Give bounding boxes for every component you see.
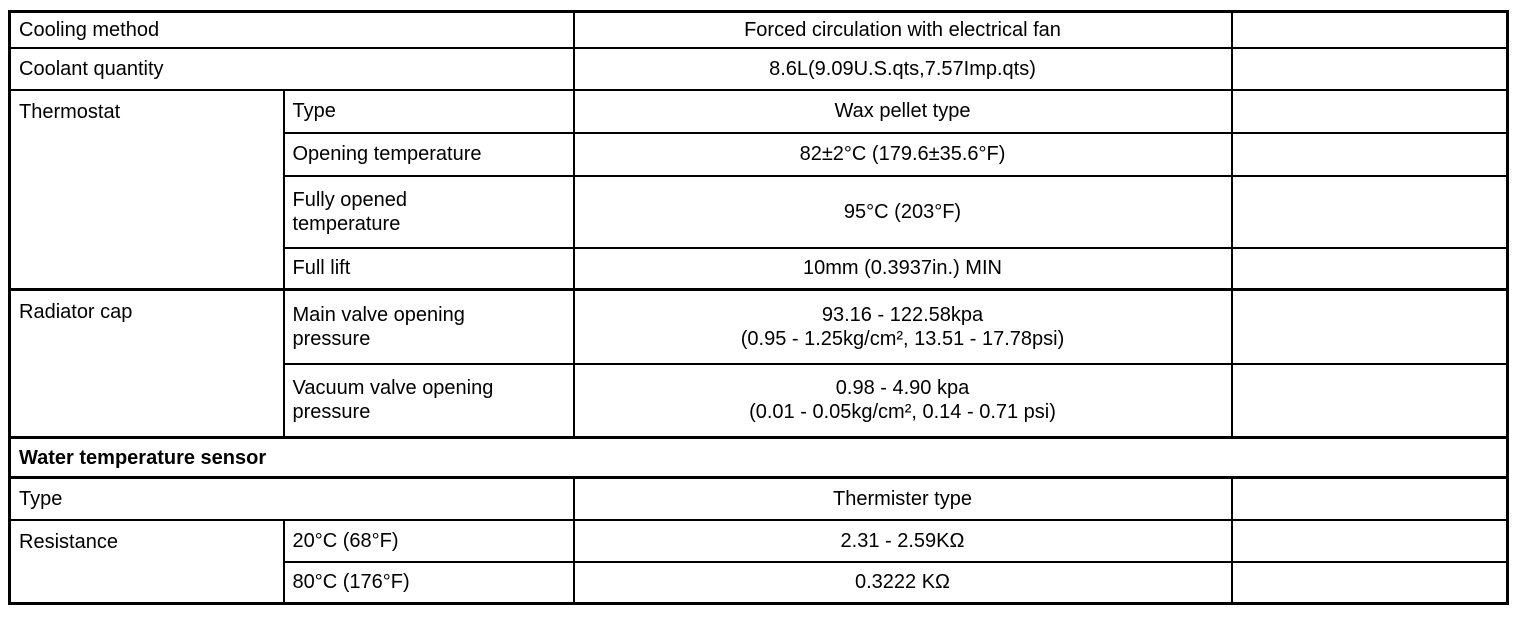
empty-cell bbox=[1230, 246, 1509, 291]
row-cooling-method: Cooling method Forced circulation with e… bbox=[8, 10, 1509, 49]
row-sublabel: 20°C (68°F) bbox=[282, 518, 575, 563]
row-value: 93.16 - 122.58kpa (0.95 - 1.25kg/cm², 13… bbox=[572, 288, 1233, 365]
row-coolant-quantity: Coolant quantity 8.6L(9.09U.S.qts,7.57Im… bbox=[8, 46, 1509, 91]
row-sublabel: Vacuum valve opening pressure bbox=[282, 362, 575, 439]
row-value: 95°C (203°F) bbox=[572, 174, 1233, 249]
row-label: Cooling method bbox=[8, 10, 575, 49]
row-sublabel: 80°C (176°F) bbox=[282, 560, 575, 605]
group-label-resistance: Resistance bbox=[8, 518, 285, 605]
group-label-thermostat: Thermostat bbox=[8, 88, 285, 291]
empty-cell bbox=[1230, 362, 1509, 439]
row-value: Wax pellet type bbox=[572, 88, 1233, 134]
row-value: Thermister type bbox=[572, 476, 1233, 521]
row-section-water-temperature-sensor: Water temperature sensor bbox=[8, 436, 1509, 479]
empty-cell bbox=[1230, 10, 1509, 49]
row-value: 0.98 - 4.90 kpa (0.01 - 0.05kg/cm², 0.14… bbox=[572, 362, 1233, 439]
row-opening-temperature: Opening temperature 82±2°C (179.6±35.6°F… bbox=[10, 131, 1509, 177]
row-value: 2.31 - 2.59KΩ bbox=[572, 518, 1233, 563]
cooling-spec-table: Cooling method Forced circulation with e… bbox=[8, 10, 1509, 605]
row-value: Forced circulation with electrical fan bbox=[572, 10, 1233, 49]
row-resistance-80c: 80°C (176°F) 0.3222 KΩ bbox=[10, 560, 1509, 605]
empty-cell bbox=[1230, 174, 1509, 249]
row-sublabel: Opening temperature bbox=[282, 131, 575, 177]
row-thermostat-type: Thermostat Type Wax pellet type bbox=[8, 88, 1509, 291]
empty-cell bbox=[1230, 560, 1509, 605]
empty-cell bbox=[1230, 518, 1509, 563]
row-value: 10mm (0.3937in.) MIN bbox=[572, 246, 1233, 291]
row-sensor-type: Type Thermister type bbox=[8, 476, 1509, 521]
row-sublabel: Main valve opening pressure bbox=[282, 288, 575, 365]
empty-cell bbox=[1230, 46, 1509, 91]
row-resistance-20c: Resistance 20°C (68°F) 2.31 - 2.59KΩ bbox=[8, 518, 1509, 605]
row-main-valve-pressure: Radiator cap Main valve opening pressure… bbox=[8, 288, 1509, 439]
row-value: 82±2°C (179.6±35.6°F) bbox=[572, 131, 1233, 177]
empty-cell bbox=[1230, 476, 1509, 521]
row-vacuum-valve-pressure: Vacuum valve opening pressure 0.98 - 4.9… bbox=[10, 362, 1509, 439]
empty-cell bbox=[1230, 131, 1509, 177]
empty-cell bbox=[1230, 88, 1509, 134]
row-label: Coolant quantity bbox=[8, 46, 575, 91]
group-label-radiator-cap: Radiator cap bbox=[8, 288, 285, 439]
row-sublabel: Type bbox=[282, 88, 575, 134]
row-value: 8.6L(9.09U.S.qts,7.57Imp.qts) bbox=[572, 46, 1233, 91]
row-sublabel: Fully opened temperature bbox=[282, 174, 575, 249]
section-header: Water temperature sensor bbox=[8, 436, 1509, 479]
row-sublabel: Full lift bbox=[282, 246, 575, 291]
row-full-lift: Full lift 10mm (0.3937in.) MIN bbox=[10, 246, 1509, 291]
row-value: 0.3222 KΩ bbox=[572, 560, 1233, 605]
row-fully-opened-temperature: Fully opened temperature 95°C (203°F) bbox=[10, 174, 1509, 249]
row-label: Type bbox=[8, 476, 575, 521]
empty-cell bbox=[1230, 288, 1509, 365]
